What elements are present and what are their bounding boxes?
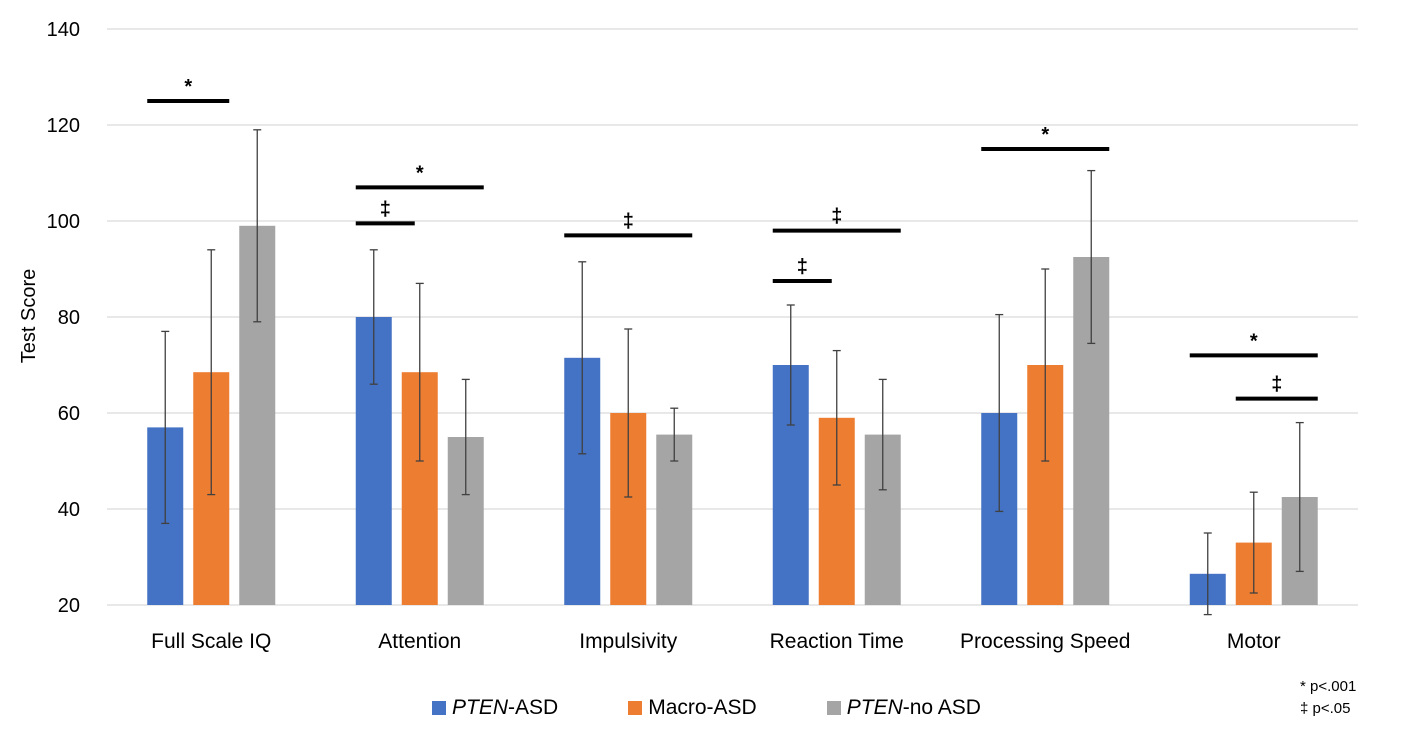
x-axis-labels: Full Scale IQ Attention Impulsivity Reactio…	[151, 630, 1280, 653]
legend: PTEN-ASD Macro-ASD PTEN-no ASD	[432, 696, 1051, 720]
legend-item-macro-asd: Macro-ASD	[628, 696, 757, 720]
category-label: Attention	[378, 630, 461, 653]
significance-mark: ‡	[623, 210, 634, 232]
legend-label: PTEN-no ASD	[846, 696, 981, 719]
legend-swatch	[432, 701, 446, 715]
y-tick-label: 60	[58, 403, 80, 425]
significance-mark: *	[416, 162, 424, 184]
note-p05: ‡ p<.05	[1300, 700, 1351, 717]
significance-mark: ‡	[797, 256, 808, 278]
legend-label: Macro-ASD	[648, 696, 757, 719]
significance-mark: *	[1041, 124, 1049, 146]
gridlines	[107, 28, 1358, 606]
significance-mark: ‡	[831, 206, 842, 228]
legend-swatch	[628, 701, 643, 715]
category-label: Motor	[1227, 630, 1281, 653]
significance-mark: ‡	[380, 198, 391, 220]
category-label: Reaction Time	[770, 630, 904, 653]
significance-mark: *	[1250, 330, 1258, 352]
y-tick-label: 100	[47, 211, 80, 233]
y-tick-label: 140	[47, 19, 80, 41]
legend-item-pten-no-asd: PTEN-no ASD	[826, 696, 981, 720]
legend-item-pten-asd: PTEN-ASD	[432, 696, 558, 720]
bar-chart: 20 40 60 80 100 120 140 * ‡ * ‡ ‡ ‡ * * ‡ Full Scale I…	[18, 19, 1358, 653]
y-axis-ticks: 20 40 60 80 100 120 140	[47, 19, 80, 617]
category-label: Impulsivity	[579, 630, 678, 653]
y-tick-label: 40	[58, 499, 80, 521]
note-p001: * p<.001	[1300, 678, 1357, 695]
error-bars	[161, 129, 1304, 616]
significance-mark: ‡	[1271, 374, 1282, 396]
y-tick-label: 20	[58, 595, 80, 617]
category-label: Full Scale IQ	[151, 630, 271, 653]
category-label: Processing Speed	[960, 630, 1130, 653]
significance-markers: * ‡ * ‡ ‡ ‡ * * ‡	[147, 76, 1318, 401]
y-tick-label: 120	[47, 115, 80, 137]
legend-label: PTEN-ASD	[452, 696, 559, 719]
bars	[147, 225, 1318, 606]
y-tick-label: 80	[58, 307, 80, 329]
significance-notes: * p<.001 ‡ p<.05	[1300, 676, 1356, 720]
bar	[656, 434, 693, 605]
significance-mark: *	[184, 76, 192, 98]
legend-swatch	[826, 701, 841, 715]
y-axis-label: Test Score	[18, 269, 40, 363]
